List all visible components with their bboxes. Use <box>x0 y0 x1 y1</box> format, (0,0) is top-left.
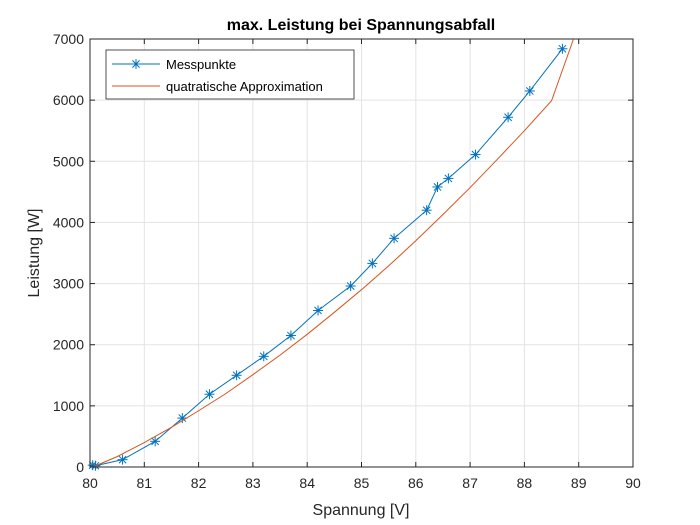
series-line-messpunkte <box>92 48 563 467</box>
data-point <box>285 330 296 341</box>
marker-stroke <box>368 259 377 268</box>
x-tick-label: 90 <box>625 475 641 491</box>
marker-stroke <box>286 331 295 340</box>
y-tick-label: 7000 <box>53 31 84 47</box>
x-tick-label: 80 <box>82 475 98 491</box>
y-tick-label: 2000 <box>53 337 84 353</box>
marker-stroke <box>151 437 160 446</box>
data-point <box>258 351 269 362</box>
data-point <box>117 454 128 465</box>
y-tick-label: 5000 <box>53 153 84 169</box>
chart-title: max. Leistung bei Spannungsabfall <box>227 17 495 34</box>
legend: Messpunkte quatratische Approximation <box>105 49 355 100</box>
marker-stroke <box>259 352 268 361</box>
marker-stroke <box>433 183 442 191</box>
y-tick-label: 0 <box>76 459 84 475</box>
marker-stroke <box>232 371 241 380</box>
data-point <box>432 181 443 192</box>
marker-stroke <box>346 282 355 290</box>
data-point <box>345 281 356 292</box>
marker-stroke <box>390 234 399 243</box>
marker-stroke <box>118 455 127 464</box>
legend-label-messpunkte: Messpunkte <box>166 57 236 72</box>
marker-stroke <box>132 60 140 68</box>
x-tick-label: 82 <box>191 475 207 491</box>
y-tick-label: 4000 <box>53 214 84 230</box>
data-point <box>524 85 535 96</box>
legend-box <box>105 49 355 100</box>
x-tick-label: 86 <box>408 475 424 491</box>
legend-asterisk <box>131 59 141 69</box>
marker-stroke <box>314 306 323 315</box>
data-point <box>150 436 161 447</box>
data-point <box>389 233 400 244</box>
data-point <box>367 258 378 269</box>
marker-stroke <box>444 174 453 183</box>
marker-stroke <box>205 390 214 399</box>
y-tick-label: 3000 <box>53 276 84 292</box>
data-point <box>557 43 568 54</box>
marker-stroke <box>504 113 513 122</box>
x-tick-label: 85 <box>354 475 370 491</box>
series-layer <box>87 39 574 471</box>
marker-stroke <box>422 206 431 215</box>
x-axis-label: Spannung [V] <box>313 502 410 519</box>
legend-label-approximation: quatratische Approximation <box>166 79 323 94</box>
data-point <box>313 305 324 316</box>
data-point <box>204 389 215 400</box>
y-tick-label: 6000 <box>53 92 84 108</box>
marker-stroke <box>471 150 480 159</box>
x-tick-label: 88 <box>517 475 533 491</box>
y-tick-label: 1000 <box>53 398 84 414</box>
marker-stroke <box>178 414 187 423</box>
data-point <box>231 370 242 381</box>
marker-stroke <box>558 44 567 53</box>
ticks: 80 81 82 83 84 85 86 87 88 89 90 0 1000 2000 3000 4000 5… <box>53 31 641 491</box>
x-tick-label: 81 <box>137 475 153 491</box>
x-tick-label: 89 <box>571 475 587 491</box>
legend-marker-messpunkte <box>131 59 141 69</box>
x-tick-label: 83 <box>245 475 261 491</box>
x-tick-label: 87 <box>462 475 478 491</box>
series-line-approximation <box>92 39 574 468</box>
data-point <box>421 205 432 216</box>
y-axis-label: Leistung [W] <box>26 209 43 298</box>
data-point <box>443 173 454 184</box>
marker-stroke <box>525 87 534 95</box>
x-tick-label: 84 <box>299 475 315 491</box>
data-point <box>503 112 514 123</box>
data-point <box>470 149 481 160</box>
